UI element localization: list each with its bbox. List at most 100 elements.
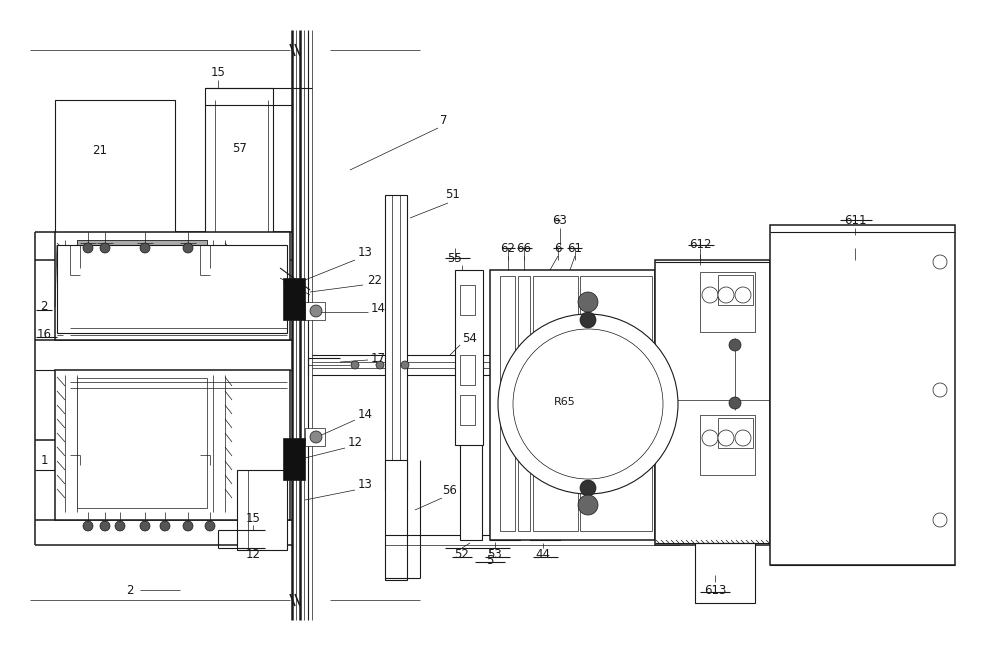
Bar bbox=[718, 418, 753, 448]
Text: 66: 66 bbox=[516, 241, 532, 254]
Text: 54: 54 bbox=[462, 332, 477, 345]
Bar bbox=[237, 470, 287, 550]
Circle shape bbox=[205, 521, 215, 531]
Text: 7: 7 bbox=[440, 114, 448, 127]
Circle shape bbox=[498, 314, 678, 494]
Text: 12: 12 bbox=[348, 435, 362, 448]
Bar bbox=[385, 460, 407, 580]
Circle shape bbox=[100, 521, 110, 531]
Circle shape bbox=[578, 292, 598, 312]
Bar bbox=[770, 225, 955, 565]
Circle shape bbox=[351, 361, 359, 369]
Text: 611: 611 bbox=[844, 214, 866, 227]
Circle shape bbox=[401, 361, 409, 369]
Bar bbox=[518, 276, 530, 531]
Text: 12: 12 bbox=[246, 548, 260, 561]
Bar bbox=[718, 275, 753, 305]
Bar bbox=[283, 278, 305, 320]
Text: 13: 13 bbox=[358, 245, 372, 258]
Bar bbox=[385, 195, 407, 490]
Bar bbox=[77, 240, 207, 245]
Circle shape bbox=[115, 521, 125, 531]
Text: 52: 52 bbox=[455, 548, 469, 561]
Bar bbox=[205, 88, 273, 256]
Bar bbox=[490, 270, 655, 540]
Text: 2: 2 bbox=[40, 300, 48, 313]
Circle shape bbox=[729, 397, 741, 409]
Text: 55: 55 bbox=[448, 252, 462, 265]
Bar bbox=[57, 245, 287, 333]
Text: 14: 14 bbox=[370, 302, 386, 315]
Text: 13: 13 bbox=[358, 478, 372, 491]
Text: 63: 63 bbox=[553, 214, 567, 227]
Bar bbox=[55, 232, 290, 340]
Circle shape bbox=[376, 361, 384, 369]
Bar bbox=[77, 240, 207, 330]
Text: 61: 61 bbox=[568, 241, 582, 254]
Circle shape bbox=[83, 243, 93, 253]
Bar bbox=[305, 302, 325, 320]
Circle shape bbox=[702, 430, 718, 446]
Bar bbox=[533, 276, 578, 531]
Circle shape bbox=[183, 521, 193, 531]
Text: 44: 44 bbox=[536, 548, 550, 561]
Text: 2: 2 bbox=[126, 583, 134, 596]
Circle shape bbox=[310, 305, 322, 317]
Bar bbox=[580, 276, 652, 531]
Bar bbox=[55, 370, 290, 520]
Bar bbox=[500, 276, 515, 531]
Text: 613: 613 bbox=[704, 583, 726, 596]
Bar bbox=[530, 300, 560, 540]
Circle shape bbox=[702, 287, 718, 303]
Bar bbox=[460, 285, 475, 315]
Circle shape bbox=[83, 521, 93, 531]
Circle shape bbox=[160, 521, 170, 531]
Text: 612: 612 bbox=[689, 238, 711, 252]
Circle shape bbox=[580, 480, 596, 496]
Text: 14: 14 bbox=[358, 408, 372, 421]
Bar bbox=[460, 395, 475, 425]
Bar bbox=[700, 272, 755, 332]
Text: 57: 57 bbox=[233, 141, 247, 154]
Text: 15: 15 bbox=[246, 511, 260, 524]
Circle shape bbox=[933, 383, 947, 397]
Bar bbox=[460, 440, 482, 540]
Circle shape bbox=[735, 287, 751, 303]
Text: 21: 21 bbox=[92, 143, 108, 156]
Text: 56: 56 bbox=[443, 484, 457, 496]
Bar bbox=[455, 270, 483, 445]
Bar bbox=[490, 440, 520, 540]
Text: 62: 62 bbox=[501, 241, 516, 254]
Circle shape bbox=[183, 243, 193, 253]
Bar bbox=[305, 428, 325, 446]
Text: 22: 22 bbox=[368, 273, 382, 286]
Text: R65: R65 bbox=[554, 397, 576, 407]
Circle shape bbox=[100, 243, 110, 253]
Circle shape bbox=[718, 287, 734, 303]
Bar bbox=[77, 378, 207, 508]
Circle shape bbox=[310, 431, 322, 443]
Circle shape bbox=[718, 430, 734, 446]
Text: 1: 1 bbox=[40, 454, 48, 467]
Text: 51: 51 bbox=[446, 188, 460, 201]
Text: 17: 17 bbox=[370, 352, 386, 365]
Circle shape bbox=[513, 329, 663, 479]
Circle shape bbox=[933, 513, 947, 527]
Bar bbox=[283, 438, 305, 480]
Circle shape bbox=[140, 243, 150, 253]
Circle shape bbox=[140, 521, 150, 531]
Circle shape bbox=[933, 255, 947, 269]
Text: 6: 6 bbox=[554, 241, 562, 254]
Text: 16: 16 bbox=[36, 328, 52, 341]
Circle shape bbox=[580, 312, 596, 328]
Text: 5: 5 bbox=[486, 554, 494, 567]
Text: 53: 53 bbox=[488, 548, 502, 561]
Circle shape bbox=[729, 339, 741, 351]
Bar bbox=[655, 260, 770, 545]
Bar bbox=[460, 355, 475, 385]
Circle shape bbox=[578, 495, 598, 515]
Bar bbox=[55, 100, 175, 275]
Text: 15: 15 bbox=[211, 66, 225, 79]
Bar bbox=[695, 543, 755, 603]
Circle shape bbox=[735, 430, 751, 446]
